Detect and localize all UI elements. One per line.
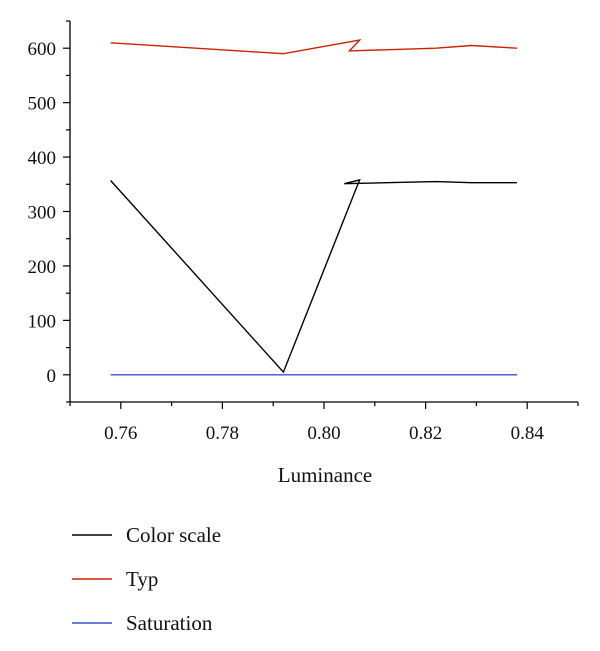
y-tick-label: 400 bbox=[28, 148, 57, 169]
x-tick-label: 0.76 bbox=[104, 423, 137, 444]
y-tick-label: 300 bbox=[28, 203, 57, 224]
y-tick-label: 100 bbox=[28, 311, 57, 332]
y-tick-label: 0 bbox=[47, 366, 57, 387]
plot-area bbox=[110, 39, 518, 376]
y-tick-label: 600 bbox=[28, 39, 57, 60]
legend: Color scale Typ Saturation bbox=[72, 523, 221, 635]
x-tick-label: 0.80 bbox=[307, 423, 340, 444]
legend-label-color-scale: Color scale bbox=[126, 523, 221, 547]
x-tick-label: 0.78 bbox=[206, 423, 239, 444]
y-tick-label: 200 bbox=[28, 257, 57, 278]
legend-label-typ: Typ bbox=[126, 567, 158, 591]
y-tick-label: 500 bbox=[28, 94, 57, 115]
x-tick-label: 0.84 bbox=[511, 423, 545, 444]
series-line-typ bbox=[110, 39, 518, 55]
axes: 0 100 200 300 400 500 600 0.76 0.78 0.80 0.82 0.84 bbox=[28, 20, 579, 444]
series-line-color-scale bbox=[110, 178, 517, 374]
legend-label-saturation: Saturation bbox=[126, 611, 213, 635]
x-axis-title: Luminance bbox=[278, 463, 372, 487]
x-tick-label: 0.82 bbox=[409, 423, 442, 444]
